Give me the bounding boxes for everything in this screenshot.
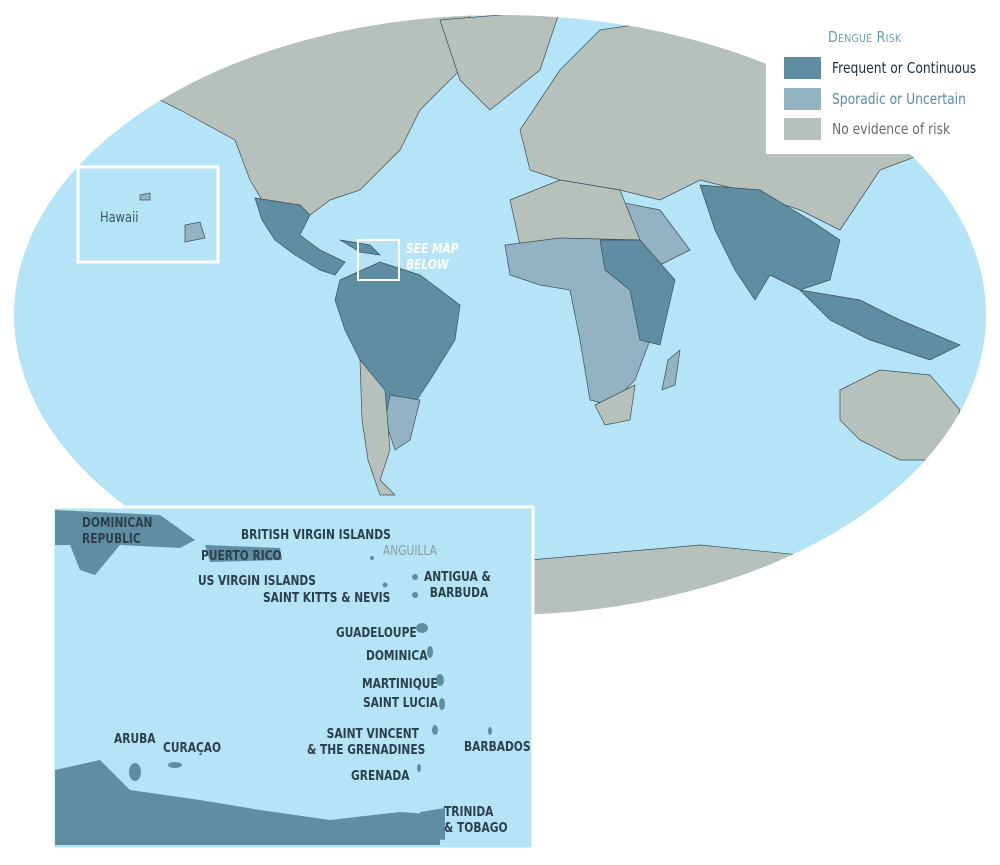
label-saint-kitts-nevis: SAINT KITTS & NEVIS bbox=[263, 591, 391, 606]
madagascar bbox=[661, 349, 681, 391]
label-line: BARBUDA bbox=[429, 586, 489, 601]
label-aruba: ARUBA bbox=[114, 732, 156, 747]
legend-swatch bbox=[784, 57, 821, 79]
curacao-island bbox=[168, 762, 182, 768]
southeast-asia-islands bbox=[798, 289, 961, 361]
legend-item-none: No evidence of risk bbox=[784, 118, 976, 140]
legend-label: No evidence of risk bbox=[832, 120, 951, 138]
south-america-coast bbox=[55, 760, 440, 845]
legend-swatch bbox=[784, 88, 821, 110]
caribbean-highlight-frame bbox=[357, 239, 400, 281]
barbados-island bbox=[488, 727, 492, 735]
southern-africa bbox=[594, 384, 636, 426]
label-dominica: DOMINICA bbox=[366, 649, 428, 664]
hawaii-islands bbox=[139, 192, 206, 243]
legend-label: Sporadic or Uncertain bbox=[832, 90, 966, 108]
see-map-line-2: BELOW bbox=[406, 258, 449, 273]
label-curacao: CURAÇAO bbox=[163, 741, 222, 756]
label-line: ANTIGUA & bbox=[424, 570, 491, 585]
saint-lucia-island bbox=[439, 698, 445, 710]
caribbean bbox=[339, 239, 381, 256]
legend: Dengue Risk Frequent or Continuous Spora… bbox=[766, 22, 1000, 154]
label-puerto-rico: PUERTO RICO bbox=[201, 549, 282, 564]
africa-frequent bbox=[599, 239, 676, 346]
label-saint-vincent: SAINT VINCENT & THE GRENADINES bbox=[307, 727, 425, 759]
antigua-island bbox=[412, 574, 418, 580]
label-line: DOMINICAN bbox=[82, 516, 153, 531]
label-anguilla: ANGUILLA bbox=[383, 544, 437, 559]
label-martinique: MARTINIQUE bbox=[362, 677, 438, 692]
hispaniola bbox=[55, 510, 195, 575]
label-line: & TOBAGO bbox=[444, 821, 508, 836]
grenada-island bbox=[417, 764, 421, 772]
guadeloupe-island bbox=[416, 623, 428, 633]
dominica-island bbox=[427, 646, 433, 658]
legend-item-frequent: Frequent or Continuous bbox=[784, 57, 1000, 79]
antarctica bbox=[529, 544, 851, 615]
label-saint-lucia: SAINT LUCIA bbox=[363, 696, 438, 711]
label-antigua-barbuda: ANTIGUA & BARBUDA bbox=[424, 570, 491, 602]
caribbean-inset bbox=[51, 505, 535, 851]
hawaii-inset-frame bbox=[76, 165, 220, 264]
aruba-island bbox=[129, 763, 141, 781]
legend-label: Frequent or Continuous bbox=[832, 59, 977, 77]
label-british-virgin-islands: BRITISH VIRGIN ISLANDS bbox=[241, 528, 391, 543]
label-line: REPUBLIC bbox=[82, 532, 141, 547]
label-line: TRINIDA bbox=[444, 805, 494, 820]
hawaii-label: Hawaii bbox=[100, 210, 139, 226]
legend-title: Dengue Risk bbox=[828, 28, 902, 46]
trinidad bbox=[420, 808, 445, 840]
puerto-rico-shape bbox=[205, 545, 282, 562]
anguilla-island bbox=[370, 556, 374, 560]
barbuda-island bbox=[412, 592, 418, 598]
martinique-island bbox=[436, 674, 444, 686]
see-map-below-label: SEE MAP BELOW bbox=[406, 242, 459, 274]
label-us-virgin-islands: US VIRGIN ISLANDS bbox=[198, 574, 316, 589]
label-dominican-republic: DOMINICAN REPUBLIC bbox=[82, 516, 152, 548]
legend-swatch bbox=[784, 118, 821, 140]
label-grenada: GRENADA bbox=[351, 769, 410, 784]
saint-vincent-island bbox=[432, 725, 438, 735]
label-line: SAINT VINCENT bbox=[326, 727, 419, 742]
legend-item-sporadic: Sporadic or Uncertain bbox=[784, 88, 995, 110]
see-map-line-1: SEE MAP bbox=[406, 242, 459, 257]
saint-kitts-island bbox=[382, 582, 388, 588]
greenland bbox=[439, 15, 561, 111]
label-guadeloupe: GUADELOUPE bbox=[336, 626, 417, 641]
label-trinidad-tobago: TRINIDA & TOBAGO bbox=[444, 805, 508, 837]
label-barbados: BARBADOS bbox=[464, 740, 531, 755]
label-line: & THE GRENADINES bbox=[307, 743, 426, 758]
south-america-south bbox=[359, 358, 396, 496]
mexico-central-america bbox=[254, 197, 346, 276]
